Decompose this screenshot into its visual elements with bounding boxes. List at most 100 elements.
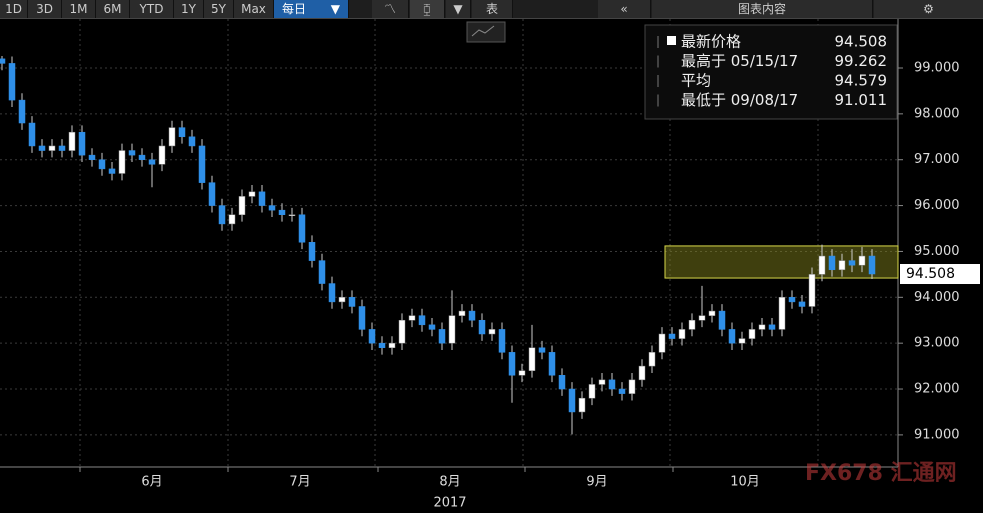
candle-body [488, 329, 496, 335]
candle-body [138, 154, 146, 160]
candle-body [578, 397, 586, 413]
candle-body [18, 99, 26, 124]
candle-body [598, 379, 606, 385]
candle-body [838, 260, 846, 271]
candle-body [28, 122, 36, 147]
candle-body [808, 274, 816, 307]
candle-body [258, 191, 266, 206]
candle-body [428, 324, 436, 330]
candle-body [818, 255, 826, 275]
x-tick-label: 7月 [289, 475, 310, 490]
candle-body [498, 329, 506, 353]
x-year-label: 2017 [433, 496, 466, 511]
candle-body [348, 297, 356, 307]
icon: ⚙ [923, 2, 934, 16]
candle-body [38, 145, 46, 151]
candle-body [628, 379, 636, 394]
candle-body [58, 145, 66, 151]
range-button[interactable]: 1D [0, 0, 28, 18]
candle-body [188, 136, 196, 147]
candle-body [78, 131, 86, 156]
table-button[interactable]: 表 [472, 0, 513, 18]
x-tick-label: 10月 [730, 475, 760, 490]
y-tick-label: 99.000 [914, 60, 960, 75]
y-tick-label: 91.000 [914, 427, 960, 442]
candle-body [758, 324, 766, 330]
y-tick-label: 97.000 [914, 152, 960, 167]
candle-body [8, 63, 16, 101]
candle-body [468, 310, 476, 321]
candle-body [568, 388, 576, 413]
collapse-button[interactable]: « [598, 0, 651, 18]
candle-body [558, 375, 566, 390]
candle-body [228, 214, 236, 225]
candle-body [788, 297, 796, 303]
line-chart-button[interactable]: 〽 [372, 0, 409, 18]
candle-body [528, 347, 536, 371]
x-tick-label: 8月 [439, 475, 460, 490]
candle-body [508, 352, 516, 376]
candle-body [688, 319, 696, 330]
candle-body [178, 127, 186, 138]
range-button[interactable]: YTD [130, 0, 174, 18]
legend-label: 最高于 05/15/17 [681, 52, 798, 70]
candle-body [398, 319, 406, 344]
candle-body [768, 324, 776, 330]
candle-body [378, 342, 386, 349]
icon: « [620, 2, 628, 16]
candle-body [108, 168, 116, 174]
range-button[interactable]: 1M [62, 0, 96, 18]
candle-body [278, 209, 286, 216]
toolbar: 1D 3D 1M 6M YTD 1Y 5Y Max 每日 ▼ 〽 ⧮ ▼ 表 « 图表内容 ⚙ [0, 0, 983, 19]
more-button[interactable]: ▼ [446, 0, 471, 18]
y-tick-label: 93.000 [914, 336, 960, 351]
candle-body [238, 196, 246, 216]
candle-body [868, 255, 876, 275]
candle-body [608, 379, 616, 390]
range-button[interactable]: 1Y [174, 0, 204, 18]
candle-body [778, 297, 786, 330]
candle-body [248, 191, 256, 197]
icon: 〽 [383, 2, 396, 16]
candle-body [88, 154, 96, 160]
settings-button[interactable]: ⚙ [874, 0, 983, 18]
candle-body [678, 329, 686, 339]
candle-body [858, 255, 866, 266]
legend-box [644, 24, 898, 120]
legend-label: 最新价格 [681, 33, 741, 51]
candle-button[interactable]: ⧮ [410, 0, 445, 18]
candle-body [798, 301, 806, 307]
candle-body [218, 205, 226, 225]
candle-body [118, 150, 126, 174]
candle-body [588, 384, 596, 399]
candle-body [708, 310, 716, 316]
candle-body [48, 145, 56, 151]
legend-value: 94.508 [835, 33, 888, 51]
candle-body [458, 310, 466, 316]
range-button[interactable]: 3D [28, 0, 62, 18]
interval-button[interactable]: 每日 ▼ [274, 0, 349, 18]
legend-value: 94.579 [835, 72, 888, 90]
candle-body [208, 182, 216, 206]
candle-body [268, 205, 276, 211]
y-tick-label: 96.000 [914, 198, 960, 213]
range-button[interactable]: 5Y [204, 0, 234, 18]
candle-body [298, 214, 306, 243]
candle-body [828, 255, 836, 271]
candle-body [328, 283, 336, 303]
price-tag-bg [900, 264, 980, 285]
chart: 91.000 92.000 93.000 94.000 95.000 96.000 97.0… [0, 19, 980, 511]
candle-body [748, 329, 756, 339]
range-button[interactable]: Max [234, 0, 274, 18]
range-button[interactable]: 6M [96, 0, 130, 18]
content-button[interactable]: 图表内容 [652, 0, 873, 18]
icon [471, 25, 495, 37]
legend-marker [667, 36, 676, 45]
candle-body [438, 329, 446, 344]
y-tick-label: 92.000 [914, 382, 960, 397]
candle-body [168, 127, 176, 147]
legend-value: 91.011 [835, 91, 888, 109]
candle-body [518, 370, 526, 376]
candle-body [648, 352, 656, 367]
